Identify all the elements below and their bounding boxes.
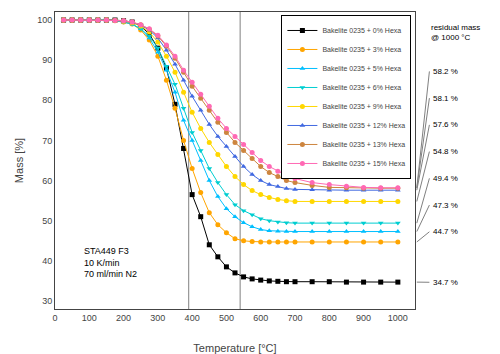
svg-text:Bakelite 0235 + 0% Hexa: Bakelite 0235 + 0% Hexa — [322, 27, 401, 34]
svg-text:900: 900 — [356, 313, 371, 323]
svg-text:70: 70 — [42, 136, 52, 146]
svg-text:Mass [%]: Mass [%] — [13, 138, 25, 183]
svg-text:44.7 %: 44.7 % — [433, 227, 458, 236]
svg-text:90: 90 — [42, 55, 52, 65]
svg-text:500: 500 — [219, 313, 234, 323]
svg-text:0: 0 — [52, 313, 57, 323]
svg-text:400: 400 — [185, 313, 200, 323]
svg-text:100: 100 — [82, 313, 97, 323]
svg-text:residual mass@ 1000 °C: residual mass@ 1000 °C — [431, 23, 480, 42]
svg-text:300: 300 — [150, 313, 165, 323]
svg-text:600: 600 — [253, 313, 268, 323]
svg-text:Temperature [°C]: Temperature [°C] — [193, 342, 276, 354]
svg-text:200: 200 — [116, 313, 131, 323]
svg-text:700: 700 — [287, 313, 302, 323]
svg-text:54.8 %: 54.8 % — [433, 147, 458, 156]
svg-text:Bakelite 0235 + 13% Hexa: Bakelite 0235 + 13% Hexa — [322, 141, 405, 148]
svg-text:57.6 %: 57.6 % — [433, 120, 458, 129]
svg-text:Bakelite 0235 + 5% Hexa: Bakelite 0235 + 5% Hexa — [322, 65, 401, 72]
svg-text:Bakelite 0235 + 3% Hexa: Bakelite 0235 + 3% Hexa — [322, 46, 401, 53]
svg-text:80: 80 — [42, 95, 52, 105]
svg-text:34.7 %: 34.7 % — [433, 278, 458, 287]
svg-text:30: 30 — [42, 296, 52, 306]
svg-text:800: 800 — [322, 313, 337, 323]
svg-text:STA449 F310 K/min70 ml/min N2: STA449 F310 K/min70 ml/min N2 — [84, 246, 137, 279]
svg-text:100: 100 — [37, 15, 52, 25]
svg-text:Bakelite 0235 + 12% Hexa: Bakelite 0235 + 12% Hexa — [322, 122, 405, 129]
svg-text:58.2 %: 58.2 % — [433, 67, 458, 76]
svg-text:60: 60 — [42, 176, 52, 186]
svg-text:58.1 %: 58.1 % — [433, 94, 458, 103]
svg-text:40: 40 — [42, 256, 52, 266]
svg-text:Bakelite 0235 + 6% Hexa: Bakelite 0235 + 6% Hexa — [322, 84, 401, 91]
svg-text:Bakelite 0235 + 9% Hexa: Bakelite 0235 + 9% Hexa — [322, 103, 401, 110]
svg-text:1000: 1000 — [388, 313, 408, 323]
svg-text:50: 50 — [42, 216, 52, 226]
svg-text:47.3 %: 47.3 % — [433, 201, 458, 210]
svg-text:49.4 %: 49.4 % — [433, 174, 458, 183]
svg-text:Bakelite 0235 + 15% Hexa: Bakelite 0235 + 15% Hexa — [322, 160, 405, 167]
